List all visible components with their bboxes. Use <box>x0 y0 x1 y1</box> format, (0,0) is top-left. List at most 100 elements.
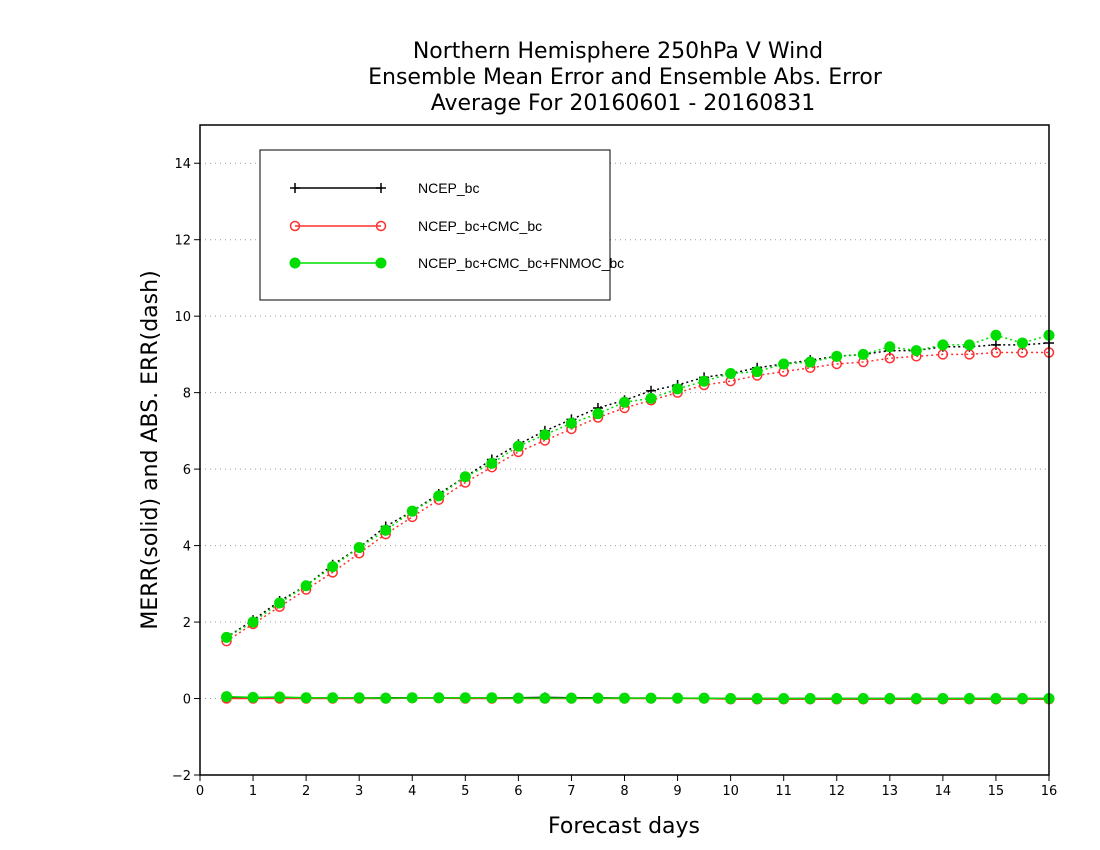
x-tick-label: 2 <box>302 784 310 799</box>
y-tick-label: 4 <box>183 540 191 555</box>
mean-error-point <box>857 693 869 705</box>
mean-error-point <box>486 692 498 704</box>
legend-label: NCEP_bc <box>418 180 479 196</box>
legend-label: NCEP_bc+CMC_bc <box>418 218 542 234</box>
legend-label: NCEP_bc+CMC_bc+FNMOC_bc <box>418 255 624 271</box>
x-tick-label: 14 <box>935 784 952 799</box>
abs-error-point <box>433 490 445 502</box>
chart-title-line-3: Average For 20160601 - 20160831 <box>431 91 816 116</box>
abs-error-point <box>937 339 949 351</box>
y-tick-label: 6 <box>183 463 191 478</box>
y-tick-label: 2 <box>183 616 191 631</box>
abs-error-point <box>380 524 392 536</box>
x-tick-label: 13 <box>882 784 899 799</box>
series-0 <box>221 337 1054 704</box>
abs-error-point <box>963 339 975 351</box>
abs-error-line <box>226 342 1050 638</box>
abs-error-point <box>990 347 1002 358</box>
mean-error-point <box>884 693 896 705</box>
series-layer <box>221 329 1055 705</box>
mean-error-point <box>512 692 524 704</box>
legend-box <box>259 149 611 301</box>
mean-error-point <box>725 693 737 705</box>
legend-swatch-marker <box>375 257 387 269</box>
abs-error-point <box>512 440 524 452</box>
legend-swatch-marker <box>290 183 300 193</box>
legend-item: NCEP_bc <box>290 180 479 196</box>
mean-error-point <box>672 692 684 704</box>
abs-error-line <box>226 334 1050 639</box>
abs-error-point <box>698 375 710 387</box>
x-tick-label: 11 <box>775 784 792 799</box>
abs-error-line <box>226 351 1049 642</box>
x-tick-label: 4 <box>408 784 416 799</box>
abs-error-point <box>221 631 233 643</box>
x-tick-label: 1 <box>249 784 257 799</box>
x-tick-label: 15 <box>988 784 1005 799</box>
chart-title-line-1: Northern Hemisphere 250hPa V Wind <box>413 39 823 64</box>
y-axis-title: MERR(solid) and ABS. ERR(dash) <box>138 270 163 629</box>
mean-error-point <box>804 693 816 705</box>
y-tick-label: 12 <box>174 234 191 249</box>
mean-error-point <box>831 693 843 705</box>
mean-error-point <box>592 692 604 704</box>
series-1 <box>221 347 1055 705</box>
mean-error-point <box>274 691 286 703</box>
mean-error-point <box>539 692 551 704</box>
y-tick-label: −2 <box>172 769 191 784</box>
legend-swatch-marker <box>375 220 387 232</box>
x-tick-label: 0 <box>196 784 204 799</box>
abs-error-point <box>619 396 630 408</box>
mean-error-point <box>327 692 339 704</box>
x-tick-label: 16 <box>1041 784 1058 799</box>
abs-error-point <box>486 457 498 469</box>
mean-error-point <box>380 692 392 704</box>
abs-error-point <box>857 348 869 360</box>
abs-error-point <box>274 597 286 609</box>
x-tick-label: 10 <box>722 784 739 799</box>
mean-error-point <box>778 693 790 705</box>
abs-error-point <box>1016 337 1028 349</box>
abs-error-point <box>751 366 763 378</box>
mean-error-point <box>645 692 657 704</box>
x-axis-title: Forecast days <box>548 814 700 839</box>
mean-error-point <box>247 691 259 703</box>
abs-error-point <box>831 350 843 362</box>
abs-error-point <box>990 329 1002 341</box>
x-tick-label: 3 <box>355 784 363 799</box>
x-tick-label: 5 <box>461 784 469 799</box>
abs-error-point <box>539 429 551 441</box>
mean-error-point <box>406 692 418 704</box>
mean-error-point <box>751 693 763 705</box>
abs-error-point <box>406 505 418 517</box>
abs-error-point <box>353 542 365 553</box>
y-tick-label: 14 <box>174 157 191 172</box>
chart-title-line-2: Ensemble Mean Error and Ensemble Abs. Er… <box>368 65 883 90</box>
series-2 <box>221 329 1055 705</box>
legend-item: NCEP_bc+CMC_bc <box>289 218 542 234</box>
abs-error-point <box>565 417 577 429</box>
x-tick-label: 8 <box>620 784 628 799</box>
mean-error-point <box>963 693 975 705</box>
mean-error-point <box>433 692 445 704</box>
mean-error-point <box>1016 693 1028 705</box>
abs-error-point <box>327 561 339 573</box>
abs-error-point <box>884 352 896 364</box>
y-tick-label: 8 <box>183 387 191 402</box>
abs-error-point <box>645 392 657 404</box>
legend-item: NCEP_bc+CMC_bc+FNMOC_bc <box>289 255 624 271</box>
mean-error-point <box>937 693 949 705</box>
mean-error-point <box>221 691 233 703</box>
x-tick-label: 6 <box>514 784 522 799</box>
plot-frame <box>199 124 1050 776</box>
mean-error-point <box>698 692 710 704</box>
mean-error-line <box>226 695 1049 700</box>
legend: NCEP_bc NCEP_bc+CMC_bc NCEP_bc+CMC_bc+FNMO… <box>259 149 624 301</box>
abs-error-point <box>804 356 816 368</box>
mean-error-point <box>910 693 922 705</box>
abs-error-point <box>725 368 737 380</box>
mean-error-point <box>619 692 630 704</box>
abs-error-point <box>459 471 471 483</box>
x-tick-label: 9 <box>673 784 681 799</box>
